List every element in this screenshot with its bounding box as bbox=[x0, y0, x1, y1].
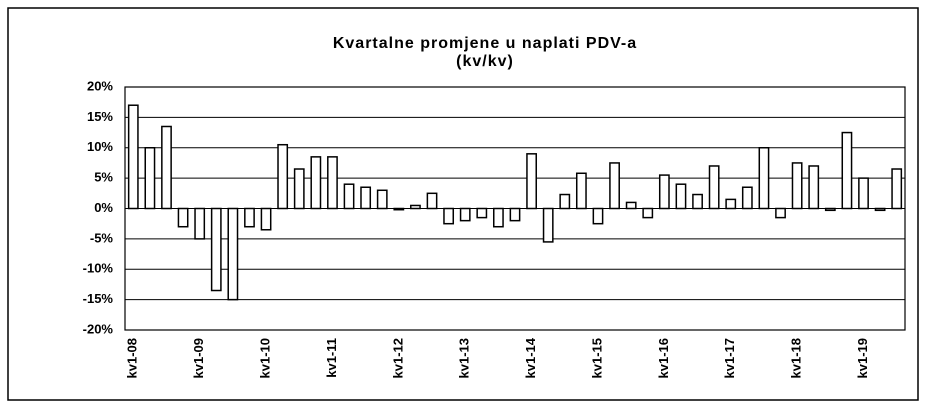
bar bbox=[692, 193, 703, 210]
x-tick-label: kv1-14 bbox=[523, 337, 538, 378]
bar bbox=[293, 168, 305, 210]
bar bbox=[476, 207, 488, 219]
y-tick-label: -10% bbox=[83, 261, 114, 276]
y-tick-label: -15% bbox=[83, 291, 114, 306]
bar bbox=[376, 189, 388, 210]
chart-title: Kvartalne promjene u naplati PDV-a bbox=[333, 35, 637, 52]
bar bbox=[144, 147, 156, 210]
y-tick-label: -20% bbox=[83, 321, 114, 336]
y-tick-label: 5% bbox=[94, 170, 113, 185]
bar bbox=[891, 168, 903, 210]
bar bbox=[708, 165, 720, 210]
bar bbox=[493, 207, 504, 228]
bar bbox=[658, 174, 670, 210]
bar bbox=[426, 192, 438, 210]
y-tick-label: 0% bbox=[94, 200, 113, 215]
x-tick-label: kv1-19 bbox=[855, 338, 870, 378]
x-tick-label: kv1-15 bbox=[589, 338, 604, 378]
bar bbox=[509, 207, 521, 222]
x-tick-label: kv1-12 bbox=[390, 338, 405, 378]
x-tick-label: kv1-17 bbox=[722, 338, 737, 378]
bar bbox=[642, 207, 654, 219]
bar bbox=[758, 147, 770, 210]
bar bbox=[841, 131, 853, 210]
bar bbox=[310, 156, 322, 210]
bar bbox=[526, 153, 537, 210]
bar bbox=[277, 143, 289, 210]
bar bbox=[360, 186, 372, 210]
x-tick-label: kv1-10 bbox=[258, 338, 273, 378]
bar bbox=[775, 207, 786, 219]
bar bbox=[874, 207, 886, 212]
x-tick-label: kv1-16 bbox=[656, 338, 671, 378]
x-tick-label: kv1-09 bbox=[191, 338, 206, 378]
bar bbox=[808, 165, 820, 210]
bar bbox=[459, 207, 471, 222]
x-tick-label: kv1-11 bbox=[324, 338, 339, 378]
y-tick-label: 10% bbox=[87, 139, 113, 154]
y-tick-label: 15% bbox=[87, 109, 113, 124]
bar bbox=[575, 172, 587, 210]
x-tick-label: kv1-18 bbox=[789, 338, 804, 378]
plot-frame bbox=[124, 86, 906, 331]
bar bbox=[161, 125, 172, 210]
bar bbox=[858, 177, 869, 210]
bar bbox=[127, 104, 139, 210]
bar bbox=[609, 162, 620, 210]
bar bbox=[227, 207, 239, 301]
bar bbox=[741, 186, 753, 210]
bar bbox=[675, 183, 687, 210]
bar bbox=[791, 162, 803, 210]
bar bbox=[824, 207, 836, 212]
y-tick-label: -5% bbox=[90, 230, 114, 245]
bar bbox=[559, 193, 571, 210]
chart-subtitle: (kv/kv) bbox=[456, 53, 514, 70]
bar bbox=[244, 207, 255, 228]
y-tick-label: 20% bbox=[87, 78, 113, 93]
bar bbox=[443, 207, 455, 225]
bar bbox=[260, 207, 272, 231]
bar bbox=[592, 207, 604, 225]
x-tick-label: kv1-13 bbox=[457, 338, 472, 378]
bar bbox=[410, 204, 421, 210]
bar bbox=[542, 207, 554, 243]
bar bbox=[343, 183, 355, 210]
x-tick-label: kv1-08 bbox=[125, 338, 140, 378]
chart-border bbox=[7, 7, 919, 401]
bar bbox=[210, 207, 222, 292]
bar bbox=[625, 201, 637, 210]
bar bbox=[194, 207, 206, 240]
bar bbox=[327, 156, 338, 210]
bar bbox=[393, 207, 405, 211]
bar bbox=[725, 198, 737, 210]
bar bbox=[177, 207, 189, 228]
